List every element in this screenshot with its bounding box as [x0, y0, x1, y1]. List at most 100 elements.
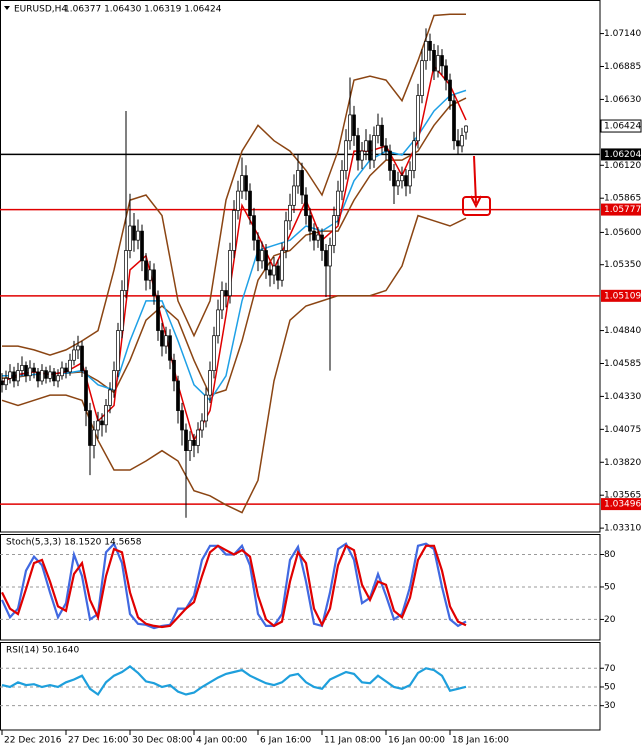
level-box	[601, 203, 641, 216]
rsi-title: RSI(14) 50.1640	[6, 646, 79, 656]
level-box	[601, 289, 641, 302]
candle-body	[396, 180, 400, 187]
candle-body	[452, 100, 456, 142]
candle-body	[372, 135, 376, 161]
candle-body	[224, 290, 228, 297]
candle-body	[264, 250, 268, 271]
candle-body	[44, 370, 48, 379]
y-tick-label: 1.06885	[604, 62, 641, 72]
level-label: 1.05777	[604, 205, 641, 215]
candle-body	[300, 170, 304, 196]
level-box	[601, 498, 641, 511]
candle-body	[392, 170, 396, 187]
candle-body	[240, 175, 244, 192]
indicator-line	[1, 214, 467, 514]
candle-body	[428, 40, 432, 51]
candle-body	[464, 125, 468, 133]
series-line	[1, 544, 467, 629]
candle-body	[8, 371, 12, 379]
candle-body	[184, 429, 188, 452]
candle-body	[368, 140, 372, 161]
candle-body	[48, 371, 52, 379]
x-tick-label: 6 Jan 16:00	[260, 736, 312, 746]
candle-body	[312, 230, 316, 241]
indicator-line	[2, 13, 466, 356]
candle-body	[4, 377, 8, 386]
candle-body	[76, 345, 80, 351]
candle-body	[84, 370, 88, 411]
candle-body	[308, 215, 312, 232]
candle-body	[400, 175, 404, 182]
candle-body	[104, 405, 108, 426]
candle-body	[0, 380, 4, 386]
candle-body	[220, 290, 224, 311]
y-tick-label: 1.03565	[604, 491, 641, 501]
candle-body	[52, 371, 56, 382]
candle-body	[20, 365, 24, 371]
candle-body	[356, 135, 360, 161]
level-label: 1.03496	[604, 500, 641, 510]
candle-body	[40, 370, 44, 382]
candle-body	[440, 55, 444, 67]
y-tick-label: 1.04330	[604, 392, 641, 402]
candle-body	[248, 190, 252, 216]
candle-body	[204, 394, 208, 422]
y-tick-label: 1.04585	[604, 359, 641, 369]
candle-body	[208, 370, 212, 396]
candle-body	[32, 367, 36, 373]
candle-body	[328, 244, 332, 267]
candle-body	[144, 260, 148, 281]
candle-body	[348, 114, 352, 142]
chart-title: EURUSD,H4	[14, 5, 67, 15]
stoch-title: Stoch(5,3,3) 18.1520 14.5658	[6, 538, 142, 548]
candle-body	[228, 250, 232, 297]
candle-body	[352, 114, 356, 136]
candle-body	[280, 250, 284, 281]
candle-body	[436, 55, 440, 72]
y-tick-label: 30	[604, 701, 616, 711]
candle-body	[336, 190, 340, 216]
y-tick-label: 1.04075	[604, 425, 641, 435]
y-tick-label: 70	[604, 664, 616, 674]
y-tick-label: 1.06120	[604, 161, 641, 171]
candle-body	[232, 210, 236, 251]
candle-body	[416, 95, 420, 142]
candle-body	[444, 65, 448, 81]
series-line	[1, 665, 467, 697]
candle-body	[60, 367, 64, 377]
level-box	[601, 148, 641, 161]
plot-layer: 1.07140 1.06885 1.06630 1.06120 1.05865 1.056…	[0, 13, 642, 746]
candle-body	[420, 60, 424, 96]
annotation-arrow	[473, 155, 477, 204]
candle-body	[64, 367, 68, 373]
current-price-box	[600, 119, 642, 133]
candle-body	[272, 265, 276, 276]
level-label: 1.05109	[604, 291, 641, 301]
candle-body	[384, 145, 388, 152]
x-tick-label: 30 Dec 08:00	[132, 736, 193, 746]
candle-body	[12, 371, 16, 382]
candle-body	[152, 269, 156, 297]
candle-body	[388, 150, 392, 171]
candle-body	[56, 375, 60, 382]
candle-body	[288, 204, 292, 222]
candle-body	[88, 410, 92, 446]
candle-body	[160, 330, 164, 347]
y-tick-label: 1.03310	[604, 524, 641, 534]
candle-body	[36, 371, 40, 382]
candle-body	[140, 230, 144, 262]
candle-body	[216, 309, 220, 337]
candle-body	[432, 50, 436, 72]
candle-body	[404, 175, 408, 187]
candle-body	[172, 359, 176, 382]
y-tick-label: 1.03820	[604, 458, 641, 468]
y-tick-label: 80	[604, 550, 616, 560]
candle-body	[244, 175, 248, 192]
candle-body	[344, 140, 348, 171]
candle-body	[412, 140, 416, 171]
candle-body	[268, 269, 272, 276]
candle-body	[100, 420, 104, 426]
candle-body	[304, 194, 308, 216]
menu-triangle	[4, 6, 10, 10]
